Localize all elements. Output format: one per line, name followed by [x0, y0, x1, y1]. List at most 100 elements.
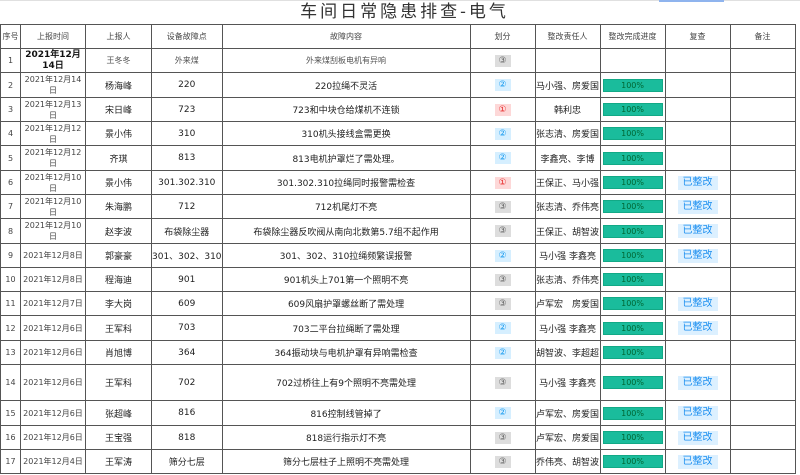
reporter-cell[interactable]: 王军涛: [85, 449, 152, 474]
fault-point-cell[interactable]: 712: [151, 194, 223, 219]
header-report-date[interactable]: 上报时间: [20, 24, 86, 49]
progress-cell[interactable]: 100%: [599, 364, 666, 401]
fault-point-cell[interactable]: 310: [151, 121, 223, 146]
date-cell[interactable]: 2021年12月6日: [20, 364, 86, 401]
score-cell[interactable]: ②: [469, 243, 536, 268]
date-cell[interactable]: 2021年12月6日: [20, 425, 86, 450]
score-cell[interactable]: ①: [469, 170, 536, 195]
fault-point-cell[interactable]: 布袋除尘器: [151, 218, 223, 244]
reporter-cell[interactable]: 郭豪豪: [85, 243, 152, 268]
notes-cell[interactable]: [729, 170, 796, 195]
score-cell[interactable]: ②: [469, 315, 536, 341]
notes-cell[interactable]: [729, 72, 796, 98]
fault-content-cell[interactable]: 301.302.310拉绳同时报警需检查: [221, 170, 471, 195]
fault-point-cell[interactable]: 301、302、310: [151, 243, 223, 268]
review-cell[interactable]: 已整改: [664, 449, 731, 474]
responsible-cell[interactable]: 张志清、乔伟亮: [534, 194, 601, 219]
fault-point-cell[interactable]: 外来煤: [151, 48, 223, 73]
progress-cell[interactable]: 100%: [599, 267, 666, 292]
notes-cell[interactable]: [729, 194, 796, 219]
notes-cell[interactable]: [729, 243, 796, 268]
date-cell[interactable]: 2021年12月6日: [20, 315, 86, 341]
fault-point-cell[interactable]: 702: [151, 364, 223, 401]
fault-point-cell[interactable]: 220: [151, 72, 223, 98]
notes-cell[interactable]: [729, 218, 796, 244]
header-progress[interactable]: 整改完成进度: [599, 24, 666, 49]
reporter-cell[interactable]: 齐琪: [85, 145, 152, 171]
responsible-cell[interactable]: 王保正、马小强: [534, 170, 601, 195]
reporter-cell[interactable]: 张超峰: [85, 400, 152, 426]
fault-content-cell[interactable]: 703二平台拉绳断了需处理: [221, 315, 471, 341]
fault-point-cell[interactable]: 703: [151, 315, 223, 341]
score-cell[interactable]: ③: [469, 218, 536, 244]
seq-cell[interactable]: 12: [0, 315, 21, 341]
responsible-cell[interactable]: 卢军宏、房爱国: [534, 400, 601, 426]
score-cell[interactable]: ②: [469, 121, 536, 146]
fault-point-cell[interactable]: 813: [151, 145, 223, 171]
reporter-cell[interactable]: 朱海鹏: [85, 194, 152, 219]
fault-content-cell[interactable]: 816控制线管掉了: [221, 400, 471, 426]
header-fault-point[interactable]: 设备故障点: [151, 24, 223, 49]
responsible-cell[interactable]: 马小强、房爱国: [534, 72, 601, 98]
fault-point-cell[interactable]: 301.302.310: [151, 170, 223, 195]
responsible-cell[interactable]: 卢军宏 房爱国: [534, 291, 601, 316]
review-cell[interactable]: 已整改: [664, 243, 731, 268]
seq-cell[interactable]: 8: [0, 218, 21, 244]
fault-point-cell[interactable]: 723: [151, 97, 223, 122]
fault-content-cell[interactable]: 301、302、310拉绳频繁误报警: [221, 243, 471, 268]
review-cell[interactable]: 已整改: [664, 291, 731, 316]
reporter-cell[interactable]: 杨海峰: [85, 72, 152, 98]
fault-content-cell[interactable]: 702过桥往上有9个照明不亮需处理: [221, 364, 471, 401]
notes-cell[interactable]: [729, 145, 796, 171]
seq-cell[interactable]: 7: [0, 194, 21, 219]
reporter-cell[interactable]: 景小伟: [85, 121, 152, 146]
fault-content-cell[interactable]: 外来煤刮板电机有异响: [221, 48, 471, 73]
seq-cell[interactable]: 16: [0, 425, 21, 450]
seq-cell[interactable]: 14: [0, 364, 21, 401]
reporter-cell[interactable]: 王军科: [85, 364, 152, 401]
review-cell[interactable]: [664, 145, 731, 171]
responsible-cell[interactable]: 马小强 李鑫亮: [534, 243, 601, 268]
responsible-cell[interactable]: 韩利忠: [534, 97, 601, 122]
fault-content-cell[interactable]: 723和中块仓给煤机不连锁: [221, 97, 471, 122]
header-fault-content[interactable]: 故障内容: [221, 24, 471, 49]
seq-cell[interactable]: 15: [0, 400, 21, 426]
score-cell[interactable]: ③: [469, 48, 536, 73]
reporter-cell[interactable]: 王宝强: [85, 425, 152, 450]
seq-cell[interactable]: 17: [0, 449, 21, 474]
score-cell[interactable]: ③: [469, 291, 536, 316]
review-cell[interactable]: 已整改: [664, 194, 731, 219]
responsible-cell[interactable]: 李鑫亮、李博: [534, 145, 601, 171]
progress-cell[interactable]: 100%: [599, 315, 666, 341]
date-cell[interactable]: 2021年12月8日: [20, 267, 86, 292]
progress-cell[interactable]: 100%: [599, 291, 666, 316]
review-cell[interactable]: [664, 121, 731, 146]
review-cell[interactable]: [664, 48, 731, 73]
review-cell[interactable]: [664, 72, 731, 98]
date-cell[interactable]: 2021年12月12日: [20, 145, 86, 171]
header-score[interactable]: 划分: [469, 24, 536, 49]
reporter-cell[interactable]: 赵李波: [85, 218, 152, 244]
fault-content-cell[interactable]: 220拉绳不灵活: [221, 72, 471, 98]
progress-cell[interactable]: 100%: [599, 72, 666, 98]
fault-point-cell[interactable]: 364: [151, 340, 223, 365]
progress-cell[interactable]: 100%: [599, 218, 666, 244]
date-cell[interactable]: 2021年12月6日: [20, 400, 86, 426]
fault-content-cell[interactable]: 813电机护罩烂了需处理。: [221, 145, 471, 171]
reporter-cell[interactable]: 宋日峰: [85, 97, 152, 122]
reporter-cell[interactable]: 肖旭博: [85, 340, 152, 365]
fault-content-cell[interactable]: 609风扇护罩螺丝断了需处理: [221, 291, 471, 316]
notes-cell[interactable]: [729, 315, 796, 341]
fault-point-cell[interactable]: 816: [151, 400, 223, 426]
notes-cell[interactable]: [729, 340, 796, 365]
fault-point-cell[interactable]: 筛分七层: [151, 449, 223, 474]
header-notes[interactable]: 备注: [729, 24, 796, 49]
notes-cell[interactable]: [729, 291, 796, 316]
responsible-cell[interactable]: [534, 48, 601, 73]
seq-cell[interactable]: 2: [0, 72, 21, 98]
date-cell[interactable]: 2021年12月14日: [20, 48, 86, 73]
date-cell[interactable]: 2021年12月10日: [20, 218, 86, 244]
progress-cell[interactable]: 100%: [599, 121, 666, 146]
progress-cell[interactable]: 100%: [599, 145, 666, 171]
fault-point-cell[interactable]: 818: [151, 425, 223, 450]
